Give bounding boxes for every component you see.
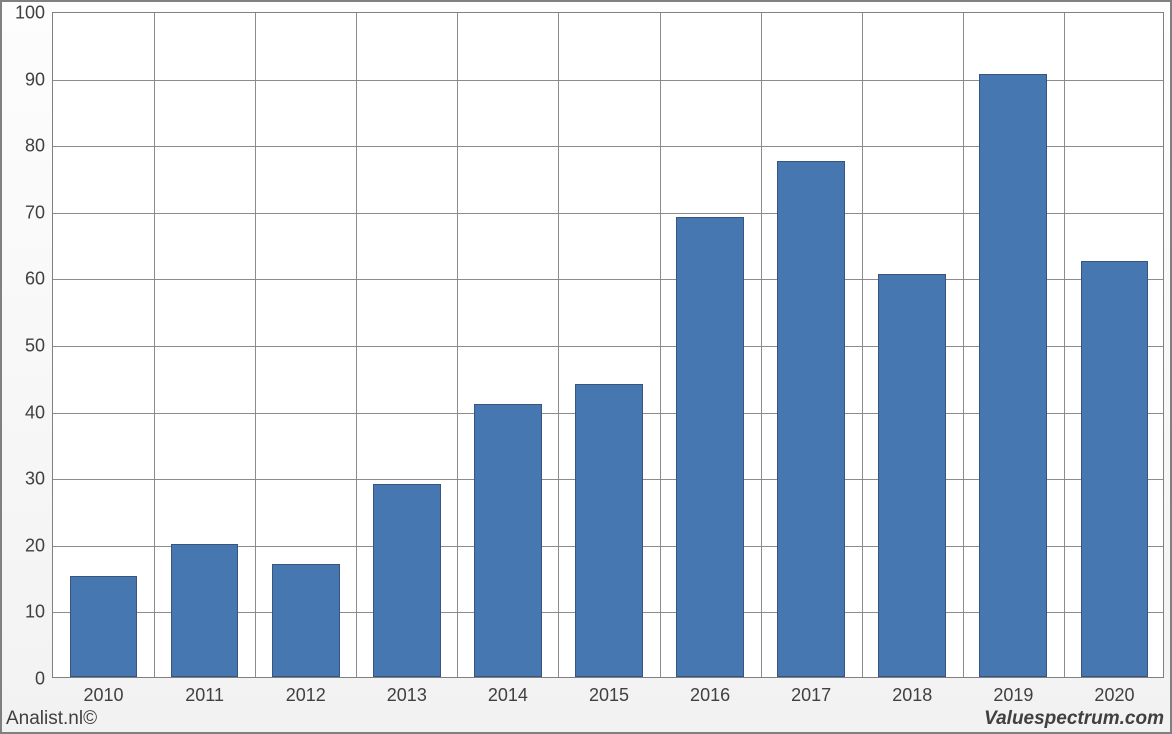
bar-2020 (1081, 261, 1149, 677)
y-tick-label: 40 (25, 402, 53, 423)
plot-area: 0102030405060708090100201020112012201320… (52, 12, 1164, 678)
gridline-v (457, 13, 458, 677)
bar-2013 (373, 484, 441, 677)
bar-2018 (878, 274, 946, 677)
gridline-v (862, 13, 863, 677)
bar-2014 (474, 404, 542, 677)
gridline-v (154, 13, 155, 677)
x-tick-label: 2017 (791, 677, 831, 706)
y-tick-label: 90 (25, 69, 53, 90)
x-tick-label: 2015 (589, 677, 629, 706)
gridline-v (761, 13, 762, 677)
x-tick-label: 2011 (185, 677, 224, 706)
gridline-v (255, 13, 256, 677)
gridline-v (963, 13, 964, 677)
gridline-v (660, 13, 661, 677)
x-tick-label: 2014 (488, 677, 528, 706)
x-tick-label: 2020 (1094, 677, 1134, 706)
bar-2011 (171, 544, 239, 677)
bar-2017 (777, 161, 845, 677)
x-tick-label: 2013 (387, 677, 427, 706)
gridline-v (1064, 13, 1065, 677)
bar-2015 (575, 384, 643, 677)
x-tick-label: 2016 (690, 677, 730, 706)
x-tick-label: 2012 (286, 677, 326, 706)
y-tick-label: 10 (25, 602, 53, 623)
y-tick-label: 70 (25, 202, 53, 223)
x-tick-label: 2010 (84, 677, 124, 706)
y-tick-label: 60 (25, 269, 53, 290)
y-tick-label: 100 (15, 3, 53, 24)
x-tick-label: 2019 (993, 677, 1033, 706)
gridline-v (356, 13, 357, 677)
y-tick-label: 0 (35, 669, 53, 690)
chart-frame: 0 10 20 30 40 50 60 70 80 90 100 2010 2011 2012 2013 20… (0, 0, 1172, 734)
y-tick-label: 80 (25, 136, 53, 157)
bar-2016 (676, 217, 744, 677)
footer-left-text: Analist.nl© (6, 708, 97, 730)
x-tick-label: 2018 (892, 677, 932, 706)
gridline-v (558, 13, 559, 677)
bar-2019 (979, 74, 1047, 677)
bar-2010 (70, 576, 138, 677)
y-tick-label: 50 (25, 336, 53, 357)
y-tick-label: 30 (25, 469, 53, 490)
y-tick-label: 20 (25, 535, 53, 556)
footer-right-text: Valuespectrum.com (984, 708, 1164, 730)
bar-2012 (272, 564, 340, 677)
